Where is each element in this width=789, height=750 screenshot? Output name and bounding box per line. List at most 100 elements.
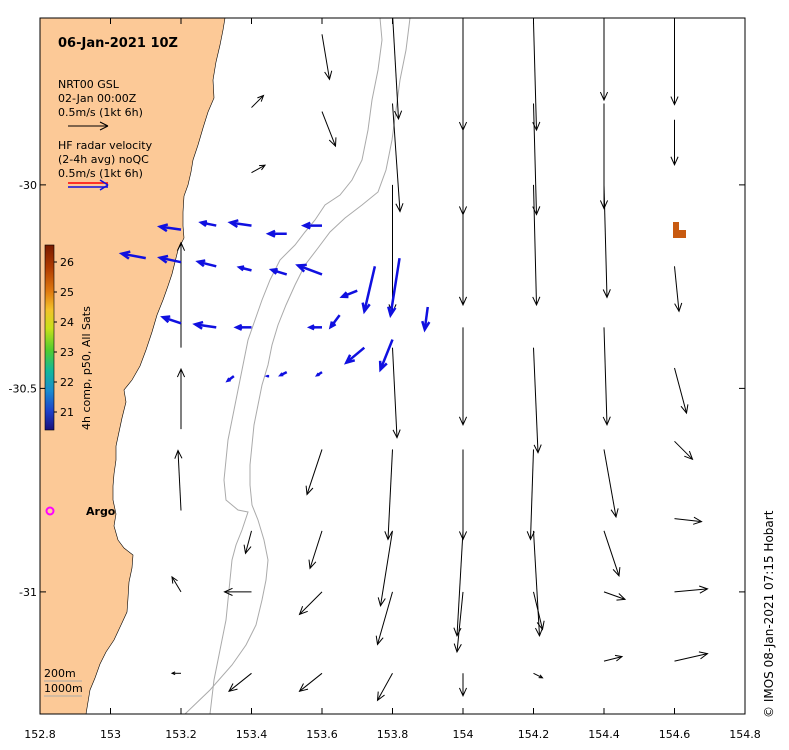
radar-arrow [268,267,288,276]
model-arrow [176,367,186,430]
model-arrow [533,591,545,631]
model-arrow [392,103,404,213]
x-tick-label: 154.8 [729,728,761,741]
legend-model-scale: 0.5m/s (1kt 6h) [58,106,143,119]
model-arrow [321,111,337,148]
x-tick-label: 152.8 [24,728,56,741]
radar-arrow [157,254,182,264]
model-arrow [176,241,186,348]
radar-arrow [156,223,182,233]
legend-model-arrow [68,121,109,131]
x-tick-label: 153.2 [165,728,197,741]
model-arrow [243,530,252,555]
model-arrow [670,119,679,166]
radar-arrow [225,375,235,383]
radar-arrow [198,220,217,228]
model-arrow [308,530,323,570]
isobath-1000m [184,18,411,714]
colorbar-label: 4h comp, p50, All Sats [80,306,93,430]
colorbar-tick-label: 22 [60,376,74,389]
colorbar-tick-label: 21 [60,406,74,419]
radar-arrow [227,219,252,228]
y-tick-label: -30 [19,179,37,192]
model-arrow [377,530,393,608]
model-arrow [384,449,393,541]
model-arrow [376,673,393,702]
legend-radar-label-1: HF radar velocity [58,139,153,152]
land-mass [40,18,226,714]
model-arrow [392,18,403,121]
colorbar-tick-label: 25 [60,286,74,299]
model-arrow [674,651,709,662]
model-arrow [602,327,611,427]
radar-arrow [339,289,358,299]
model-arrow [674,266,683,313]
colorbar-tick-label: 24 [60,316,74,329]
model-arrow [170,671,181,676]
radar-arrow [300,221,322,230]
model-arrow [458,184,468,307]
model-arrow [526,449,535,541]
radar-arrow [265,229,287,238]
legend-radar-arrow [68,179,109,191]
model-current-arrows [170,18,709,702]
credit-text: © IMOS 08-Jan-2021 07:15 Hobart [762,510,776,718]
legend-model-label: NRT00 GSL [58,78,120,91]
model-arrow [674,585,709,594]
hf-radar-arrows [118,219,431,383]
y-tick-label: -31 [19,586,37,599]
radar-arrow [278,370,288,377]
model-arrow [228,672,252,693]
model-arrow [459,673,467,698]
model-arrow [603,530,621,577]
model-arrow [453,591,464,654]
radar-arrow [306,324,322,331]
argo-label: Argo [86,505,116,518]
x-axis: 152.8 153 153.2 153.4 153.6 153.8 154 154.2 154.… [24,18,761,741]
legend-model-time: 02-Jan 00:00Z [58,92,137,105]
model-arrow [533,530,544,638]
model-arrow [599,22,609,102]
radar-arrow [378,339,394,373]
colorbar-ticks: 26 25 24 23 22 21 [54,256,74,419]
model-arrow [533,672,544,679]
model-arrow [251,164,267,174]
x-tick-label: 154.2 [518,728,550,741]
radar-arrow [343,346,366,365]
x-tick-label: 153.4 [236,728,268,741]
x-tick-label: 154.4 [588,728,620,741]
model-arrow [533,347,542,454]
legend-radar-scale: 0.5m/s (1kt 6h) [58,167,143,180]
model-arrow [223,587,252,596]
sst-colorbar [44,244,55,431]
x-tick-label: 154 [453,728,474,741]
colorbar-tick-label: 23 [60,346,74,359]
radar-arrow [421,306,431,333]
map-title: 06-Jan-2021 10Z [58,36,178,51]
x-tick-label: 153.8 [377,728,409,741]
model-arrow [602,184,611,299]
y-axis: -30 -30.5 -31 [9,179,745,599]
x-tick-label: 153 [100,728,121,741]
model-arrow [321,34,333,81]
sst-patch [673,222,686,238]
colorbar-tick-label: 26 [60,256,74,269]
model-arrow [603,449,619,519]
y-tick-label: -30.5 [9,382,37,395]
radar-arrow [236,265,252,272]
model-arrow [603,591,627,601]
model-arrow [674,516,703,525]
radar-arrow [387,257,401,319]
model-arrow [458,327,468,427]
model-arrow [674,367,689,415]
model-arrow [670,22,679,106]
model-arrow [298,591,323,616]
radar-arrow [361,265,377,315]
argo-float-marker [45,506,55,516]
legend-radar-label-2: (2-4h avg) noQC [58,153,149,166]
radar-arrow [118,250,146,260]
radar-arrow [328,314,341,330]
model-arrow [603,654,624,662]
model-arrow [453,530,464,638]
